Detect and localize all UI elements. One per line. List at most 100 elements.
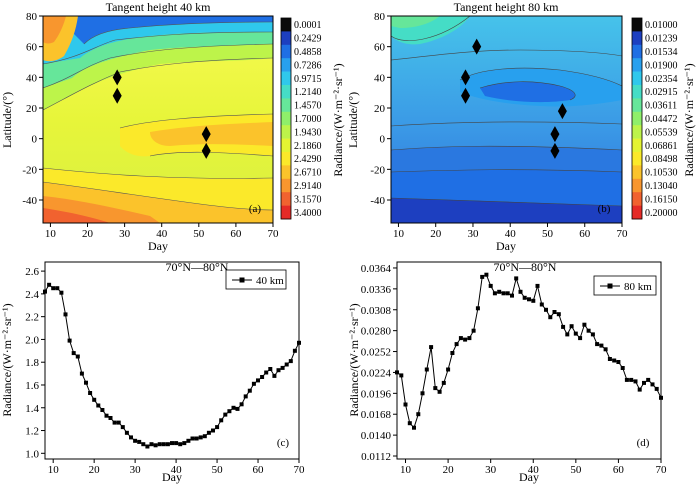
panel-d-data-point-23 (492, 291, 497, 296)
panel-d-x-tick-label-0: 10 (400, 464, 412, 476)
panel-b-midlat-core (480, 81, 576, 103)
panel-b-colorbar-swatch-13 (632, 192, 642, 206)
panel-b-colorbar-level-7: 0.04472 (645, 114, 678, 125)
panel-c-data-point-19 (120, 425, 125, 430)
panel-d-line-chart: 70°N—80°N 80 km (d) 10 20 30 40 50 60 70 0.011… (347, 260, 667, 484)
panel-d-y-tick-label-6: 0.0280 (361, 326, 392, 338)
panel-b-contour-lines (391, 16, 622, 207)
panel-b-colorbar-level-10: 0.08498 (645, 154, 678, 165)
panel-c-data-point-8 (75, 354, 80, 359)
panel-a-colorbar-swatch-6 (281, 98, 291, 113)
panel-a-title: Tangent height 40 km (106, 0, 211, 14)
panel-a-x-tick-label-1: 20 (82, 228, 94, 240)
panel-d-data-point-35 (544, 307, 548, 312)
panel-d-data-point-25 (501, 291, 506, 296)
panel-d-data-point-16 (463, 337, 468, 342)
panel-a-colorbar-level-9: 2.1860 (294, 141, 322, 152)
panel-c-x-tick-label-0: 10 (48, 464, 60, 476)
panel-b-colorbar-level-14: 0.20000 (645, 208, 678, 219)
panel-d-y-tick-label-9: 0.0364 (361, 263, 392, 275)
panel-c-data-point-29 (161, 442, 166, 447)
panel-b-polar-green (391, 16, 440, 28)
panel-a-x-tick-label-0: 10 (45, 228, 57, 240)
panel-b-markers (461, 38, 567, 159)
panel-c-data-point-15 (104, 413, 109, 418)
panel-a-x-ticks: 10 20 30 40 50 60 70 (45, 223, 279, 240)
panel-c-data-point-51 (251, 381, 256, 386)
panel-c-y-tick-label-6: 2.2 (25, 312, 39, 324)
panel-d-data-point-48 (599, 343, 604, 348)
panel-a-colorbar-swatch-13 (281, 192, 291, 206)
panel-b-x-tick-label-1: 20 (430, 228, 442, 240)
panel-a-colorbar-swatch-7 (281, 111, 291, 126)
panel-b-plot-area (391, 16, 622, 223)
panel-a-colorbar-level-5: 1.2140 (294, 87, 322, 98)
panel-d-data-point-55 (629, 377, 634, 382)
panel-a-y-tick-label-4: 40 (26, 72, 38, 84)
panel-c-data-point-53 (260, 375, 265, 379)
panel-c-data-point-38 (198, 435, 203, 440)
panel-d-data-point-30 (522, 295, 527, 300)
panel-b-colorbar-swatch-3 (632, 58, 642, 72)
panel-c-data-point-18 (116, 420, 121, 425)
panel-d-data-point-40 (565, 332, 570, 337)
panel-b-colorbar-swatch-7 (632, 111, 642, 126)
panel-d-data-point-18 (471, 328, 476, 333)
panel-b-title: Tangent height 80 km (454, 0, 559, 14)
panel-c-data-point-1 (47, 282, 52, 287)
panel-d-data-point-5 (416, 412, 421, 417)
panel-d-data-point-10 (437, 389, 442, 394)
panel-a-y-tick-label-6: 80 (26, 11, 38, 23)
panel-a-y-tick-label-2: 0 (32, 134, 38, 146)
panel-b-colorbar-level-3: 0.01900 (645, 60, 678, 71)
panel-b-colorbar-swatch-0 (632, 18, 642, 32)
panel-c-y-label: Radiance/(W·m⁻²·sr⁻¹) (0, 303, 14, 416)
panel-c-data-point-52 (256, 378, 260, 383)
panel-d-data-point-52 (616, 360, 621, 364)
panel-c-x-tick-label-4: 50 (212, 464, 224, 476)
panel-d-data-point-12 (446, 367, 451, 372)
panel-b-y-tick-label-6: 80 (374, 11, 386, 23)
panel-d-data-point-6 (420, 391, 425, 396)
panel-c-data-point-0 (43, 289, 47, 294)
panel-c-data-point-25 (145, 444, 150, 449)
panel-d-data-point-33 (535, 283, 540, 288)
panel-d-y-tick-label-1: 0.0140 (361, 430, 392, 442)
panel-c-data-point-12 (92, 397, 97, 402)
panel-b-colorbar-level-4: 0.02354 (645, 74, 678, 85)
panel-d-data-point-7 (424, 367, 429, 372)
panel-d-data-point-61 (654, 386, 659, 391)
panel-d-x-tick-label-6: 70 (656, 464, 668, 476)
panel-b-colorbar-swatch-2 (632, 44, 642, 59)
panel-c-data-point-3 (55, 286, 60, 291)
panel-b-y-tick-label-2: 0 (380, 134, 386, 146)
panel-a-colorbar: 0.0001 0.2429 0.4858 0.7286 0.9715 1.2140 1.45… (280, 17, 322, 220)
panel-b-label: (b) (598, 203, 611, 215)
panel-b-diamond-marker-2 (472, 38, 482, 55)
panel-a-colorbar-swatch-12 (281, 178, 291, 193)
panel-d-data-point-59 (646, 377, 651, 382)
panel-b-y-tick-label-5: 60 (374, 42, 386, 54)
panel-a-colorbar-level-12: 2.9140 (294, 181, 322, 192)
panel-b-colorbar-swatch-8 (632, 125, 642, 139)
panel-c-series (43, 282, 301, 449)
panel-c-x-tick-label-3: 40 (171, 464, 183, 476)
panel-d-data-point-4 (412, 425, 416, 430)
panel-b-colorbar-level-11: 0.10530 (645, 168, 678, 179)
panel-c-data-point-17 (112, 420, 117, 425)
panel-c-data-point-56 (272, 373, 277, 378)
panel-d-y-tick-label-0: 0.0112 (361, 451, 391, 463)
panel-d-data-point-26 (505, 291, 510, 296)
panel-d-data-point-17 (467, 336, 472, 341)
panel-d-data-point-1 (399, 373, 404, 378)
panel-d-x-tick-label-4: 50 (570, 464, 582, 476)
panel-b-x-tick-label-4: 50 (542, 228, 554, 240)
panel-d-data-point-20 (480, 274, 485, 279)
panel-c-data-point-23 (137, 439, 142, 444)
panel-b-colorbar-level-13: 0.16150 (645, 194, 678, 205)
panel-b-colorbar-swatch-11 (632, 165, 642, 180)
panel-c-data-point-5 (63, 312, 68, 317)
panel-a-colorbar-swatch-2 (281, 44, 291, 59)
panel-d-label: (d) (637, 437, 650, 449)
panel-d-data-point-57 (637, 387, 642, 392)
